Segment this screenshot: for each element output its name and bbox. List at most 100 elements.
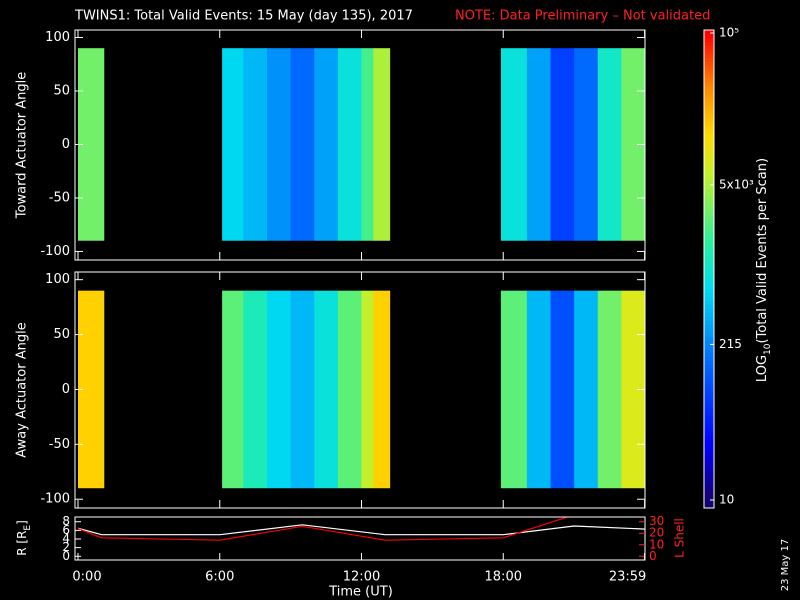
heatmap-cell [290,290,315,489]
y-tick-label: 0 [62,137,70,152]
colorbar-band [704,161,714,166]
colorbar-band [704,324,714,330]
colorbar-tick-label: 10⁵ [719,26,739,40]
colorbar-band [704,396,714,401]
heatmap-cell [222,290,244,489]
colorbar-band [704,265,714,270]
colorbar-band [704,173,714,178]
heatmap-cell [550,290,575,489]
colorbar-band [704,316,714,322]
colorbar-band [704,360,714,366]
heatmap-cell [243,48,268,241]
colorbar-band [704,436,714,441]
colorbar-band [704,376,714,382]
colorbar-band [704,33,714,39]
colorbar-band [704,428,714,433]
heatmap-cell [361,48,374,241]
colorbar-band [704,304,714,310]
y2-tick-label: 20 [649,526,664,540]
colorbar-band [704,380,714,386]
colorbar-band [704,65,714,71]
x-tick-label: 6:00 [205,570,234,585]
colorbar-band [704,472,714,477]
colorbar-band [704,344,714,350]
colorbar-band [704,400,714,405]
x-tick-label: 23:59 [609,570,646,585]
y-axis-label: Toward Actuator Angle [15,72,30,219]
colorbar-band [704,480,714,485]
y-tick-label: 100 [45,272,70,287]
colorbar-band [704,412,714,417]
colorbar-band [704,476,714,481]
colorbar-band [704,284,714,290]
y-tick-label: -50 [49,190,70,205]
colorbar-band [704,57,714,63]
y-tick-label: -100 [40,244,70,259]
footer: 23 May 17 [780,539,791,591]
colorbar-band [704,416,714,421]
colorbar-band [704,292,714,298]
y-tick-label: 6 [62,523,70,537]
colorbar-band [704,89,714,95]
colorbar-band [704,496,714,501]
heatmap-cell [526,48,551,241]
colorbar-band [704,121,714,127]
y-tick-label: 0 [62,382,70,397]
colorbar-band [704,221,714,226]
y2-axis-label: L Shell [673,518,687,558]
colorbar-band [704,37,714,43]
colorbar-band [704,181,714,186]
heatmap-cell [222,48,244,241]
colorbar-band [704,408,714,413]
colorbar-band [704,105,714,111]
colorbar-band [704,332,714,338]
colorbar-band [704,261,714,266]
y2-tick-label: 0 [649,549,657,563]
colorbar-band [704,101,714,107]
colorbar-band [704,504,714,509]
colorbar-band [704,169,714,174]
colorbar-band [704,308,714,314]
colorbar-band [704,448,714,453]
colorbar-band [704,53,714,59]
heatmap-cell [373,290,391,489]
colorbar-band [704,340,714,346]
colorbar-band [704,213,714,218]
y-axis-label: R [RE] [15,520,33,556]
colorbar-band [704,348,714,354]
colorbar-band [704,352,714,358]
heatmap-cell [337,48,362,241]
colorbar-band [704,492,714,497]
y-tick-label: 0 [62,549,70,563]
colorbar-band [704,249,714,254]
colorbar-band [704,77,714,83]
heatmap-cell [243,290,268,489]
heatmap-cell [337,290,362,489]
heatmap-cell [314,48,339,241]
colorbar-band [704,97,714,103]
colorbar-band [704,484,714,489]
note: NOTE: Data Preliminary – Not validated [455,9,710,24]
colorbar-band [704,500,714,505]
x-tick-label: 18:00 [485,570,522,585]
colorbar-tick-label: 5x10³ [719,177,754,191]
colorbar-band [704,420,714,425]
colorbar-band [704,61,714,67]
x-tick-label: 12:00 [343,570,380,585]
colorbar-band [704,193,714,198]
heatmap-cell [373,48,391,241]
colorbar-band [704,468,714,473]
colorbar-band [704,328,714,334]
colorbar-band [704,137,714,143]
colorbar-band [704,241,714,246]
colorbar-band [704,257,714,262]
colorbar-tick-label: 215 [719,337,742,351]
heatmap-cell [314,290,339,489]
colorbar-band [704,336,714,342]
colorbar-band [704,209,714,214]
colorbar-band [704,93,714,99]
heatmap-cell [597,290,622,489]
colorbar-band [704,189,714,194]
y-tick-label: 50 [53,327,70,342]
